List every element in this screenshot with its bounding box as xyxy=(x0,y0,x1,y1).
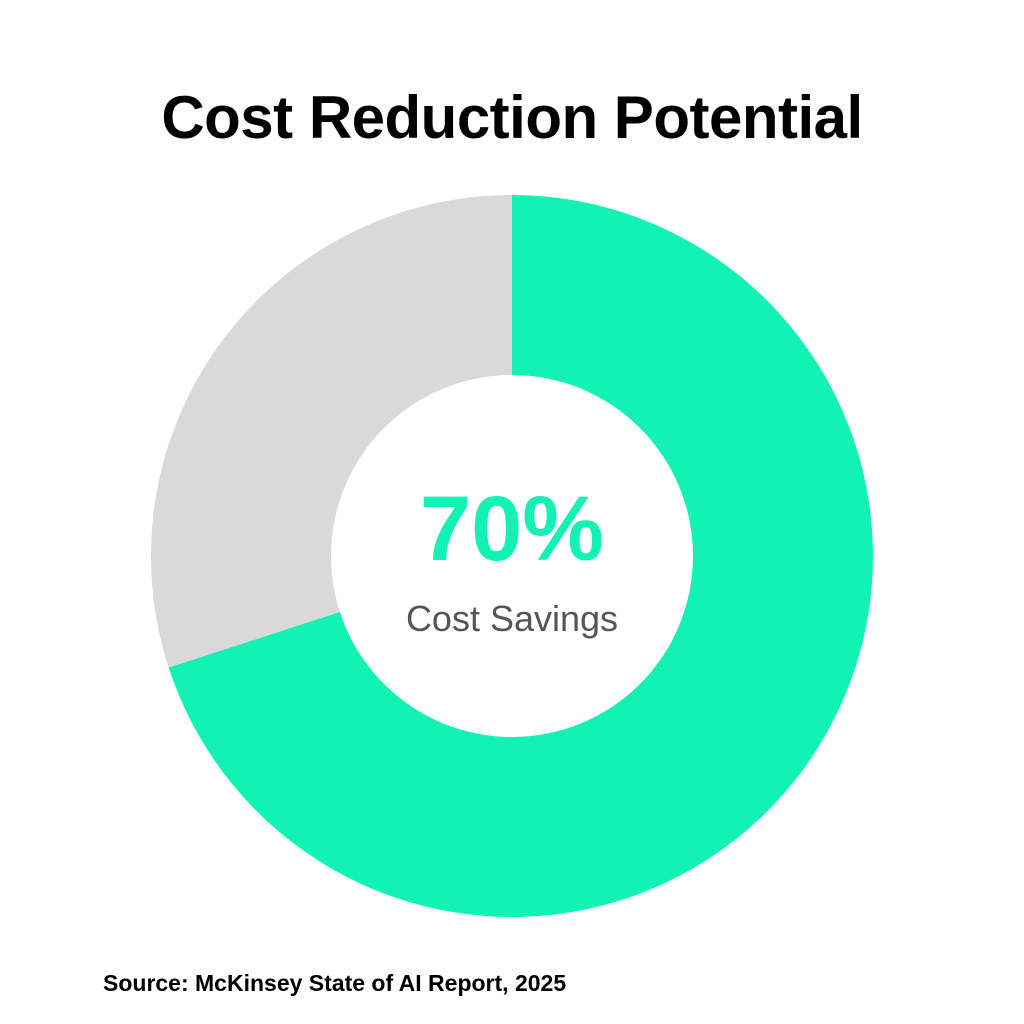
chart-title: Cost Reduction Potential xyxy=(161,84,863,151)
center-value-label: 70% xyxy=(420,478,604,580)
source-note: Source: McKinsey State of AI Report, 202… xyxy=(103,970,567,996)
center-description-label: Cost Savings xyxy=(406,598,618,639)
donut-hole xyxy=(331,375,693,737)
